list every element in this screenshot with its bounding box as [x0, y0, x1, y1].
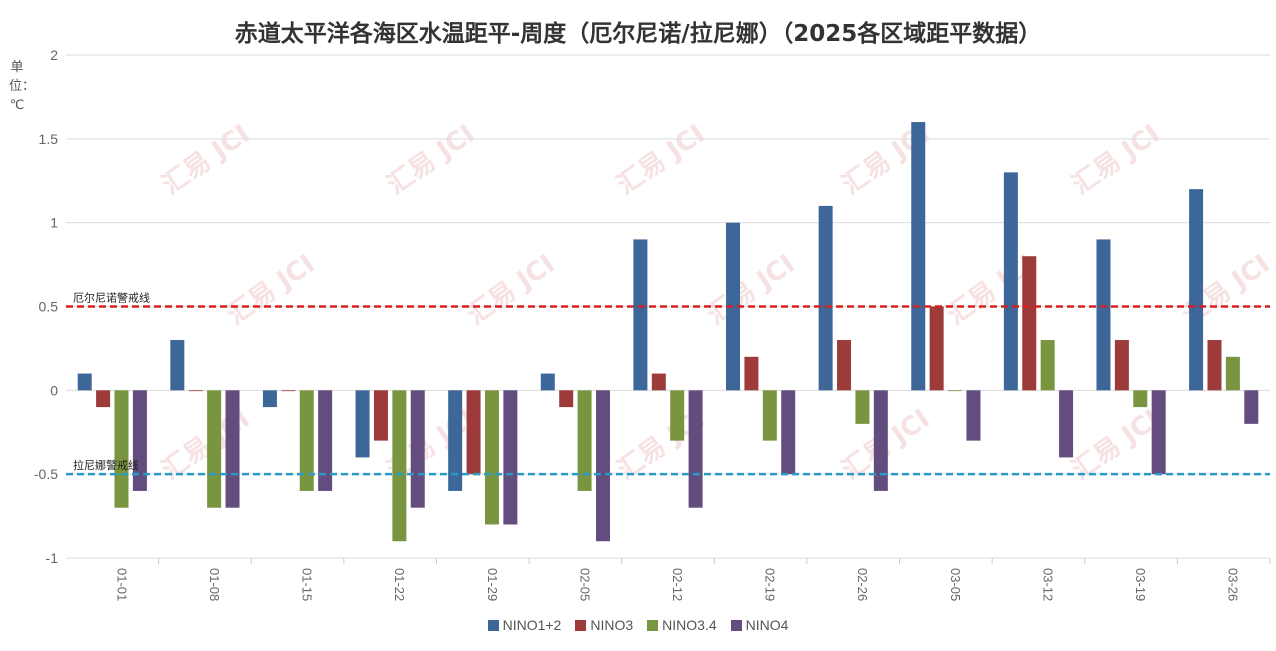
bar-nino12: [1003, 172, 1018, 391]
watermark: 汇易 JCI: [702, 249, 801, 331]
bar-nino34: [948, 390, 963, 392]
legend-item[interactable]: NINO3: [575, 617, 633, 633]
bar-nino12: [540, 373, 555, 391]
bar-nino12: [1096, 239, 1111, 391]
y-tick-label: -0.5: [34, 466, 58, 482]
legend-swatch: [730, 619, 742, 631]
x-tick-label: 02-26: [855, 568, 870, 601]
x-tick-label: 02-05: [577, 568, 592, 601]
bar-nino4: [1244, 390, 1259, 424]
bar-nino34: [299, 390, 314, 491]
bar-nino12: [355, 390, 370, 458]
bar-nino12: [726, 222, 741, 391]
watermark: 汇易 JCI: [1067, 119, 1166, 201]
bar-nino3: [1207, 340, 1222, 391]
legend-label: NINO1+2: [502, 617, 562, 633]
bar-nino34: [114, 390, 129, 508]
x-tick-label: 01-22: [392, 568, 407, 601]
legend-label: NINO3.4: [662, 617, 717, 633]
y-tick-label: 2: [50, 47, 58, 63]
bar-nino12: [633, 239, 648, 391]
bar-nino34: [855, 390, 870, 424]
x-tick-label: 01-29: [485, 568, 500, 601]
x-tick-label: 03-26: [1226, 568, 1241, 601]
x-tick-label: 02-19: [763, 568, 778, 601]
bar-nino12: [911, 122, 926, 391]
watermark: 汇易 JCI: [222, 249, 321, 331]
bar-nino34: [484, 390, 499, 525]
legend-item[interactable]: NINO3.4: [647, 617, 717, 633]
watermark: 汇易 JCI: [462, 249, 561, 331]
y-tick-label: -1: [46, 550, 59, 566]
bar-nino12: [1189, 189, 1204, 391]
bar-nino4: [873, 390, 888, 491]
y-tick-label: 0.5: [39, 299, 59, 315]
bar-nino3: [651, 373, 666, 391]
bar-nino34: [392, 390, 407, 542]
x-tick-label: 03-19: [1133, 568, 1148, 601]
bar-nino34: [1225, 356, 1240, 391]
bar-nino4: [688, 390, 703, 508]
x-tick-label: 01-01: [114, 568, 129, 601]
legend: NINO1+2 NINO3 NINO3.4 NINO4: [0, 617, 1276, 633]
bar-nino34: [577, 390, 592, 491]
bar-nino34: [1040, 340, 1055, 391]
bar-nino4: [503, 390, 518, 525]
legend-item[interactable]: NINO1+2: [487, 617, 562, 633]
legend-label: NINO4: [745, 617, 789, 633]
y-tick-label: 1: [50, 215, 58, 231]
bar-nino4: [410, 390, 425, 508]
x-tick-label: 02-12: [670, 568, 685, 601]
bar-nino3: [929, 306, 944, 391]
bar-nino3: [559, 390, 574, 408]
bar-nino3: [373, 390, 388, 441]
bar-nino34: [762, 390, 777, 441]
bar-nino12: [77, 373, 92, 391]
bar-nino12: [170, 340, 185, 391]
bar-nino4: [1151, 390, 1166, 475]
watermark: 汇易 JCI: [612, 119, 711, 201]
watermark: 汇易 JCI: [157, 119, 256, 201]
watermark: 汇易 JCI: [382, 119, 481, 201]
bar-nino12: [818, 205, 833, 391]
legend-label: NINO3: [590, 617, 634, 633]
bar-nino4: [132, 390, 147, 491]
legend-swatch: [575, 619, 587, 631]
y-tick-label: 0: [50, 382, 58, 398]
bar-nino34: [207, 390, 222, 508]
x-tick-label: 03-05: [948, 568, 963, 601]
x-tick-label: 01-15: [300, 568, 315, 601]
bar-nino3: [281, 390, 296, 392]
bar-nino3: [1022, 256, 1037, 391]
y-tick-label: 1.5: [39, 131, 59, 147]
x-tick-label: 01-08: [207, 568, 222, 601]
bar-nino4: [225, 390, 240, 508]
bar-nino3: [1114, 340, 1129, 391]
bar-nino3: [744, 356, 759, 391]
reference-line-label: 拉尼娜警戒线: [73, 458, 139, 472]
legend-item[interactable]: NINO4: [730, 617, 789, 633]
bar-nino4: [595, 390, 610, 542]
bar-nino34: [670, 390, 685, 441]
x-tick-label: 03-12: [1040, 568, 1055, 601]
legend-swatch: [487, 619, 499, 631]
bar-nino12: [262, 390, 277, 408]
bar-nino3: [837, 340, 852, 391]
bar-nino12: [448, 390, 463, 491]
bar-nino3: [188, 390, 203, 392]
bar-nino4: [318, 390, 333, 491]
bar-nino4: [1059, 390, 1074, 458]
bar-nino3: [466, 390, 481, 475]
bar-nino4: [966, 390, 981, 441]
bar-nino4: [781, 390, 796, 475]
bar-nino3: [96, 390, 111, 408]
bar-nino34: [1133, 390, 1148, 408]
reference-line-label: 厄尔尼诺警戒线: [73, 291, 150, 305]
chart-title: 赤道太平洋各海区水温距平-周度（厄尔尼诺/拉尼娜）（2025各区域距平数据）: [234, 21, 1042, 47]
legend-swatch: [647, 619, 659, 631]
